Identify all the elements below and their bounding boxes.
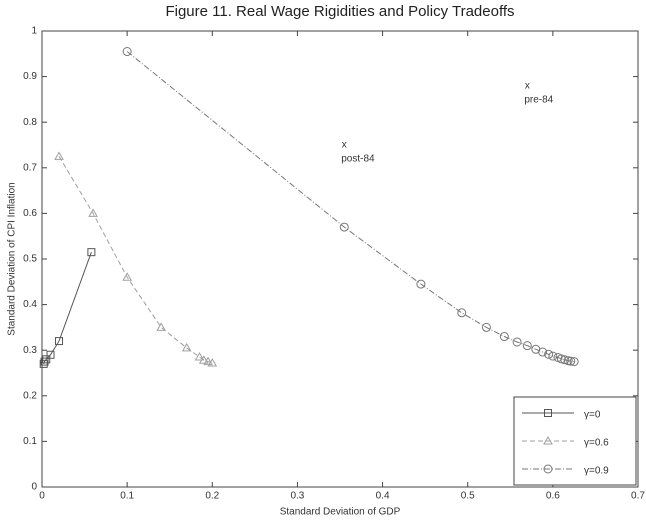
data-point [122, 272, 133, 281]
x-tick-label: 0.5 [461, 491, 475, 502]
data-point [556, 354, 566, 364]
series-line [126, 51, 575, 363]
legend-marker [544, 409, 552, 417]
x-tick-label: 0.6 [546, 491, 560, 502]
data-point [54, 151, 64, 160]
legend-marker [543, 464, 553, 474]
x-axis-label: Standard Deviation of GDP [280, 507, 401, 518]
x-tick-label: 0.1 [120, 491, 134, 502]
data-point [88, 208, 98, 217]
y-tick-label: 0.7 [23, 162, 37, 173]
annotation-label: pre-84 [524, 94, 553, 105]
x-tick-label: 0.3 [290, 491, 304, 502]
data-point [87, 248, 96, 257]
legend-marker [543, 435, 553, 445]
data-point [544, 349, 554, 359]
series-line [58, 156, 213, 364]
data-point [538, 347, 548, 357]
data-point [156, 322, 167, 331]
data-point [42, 355, 51, 364]
y-tick-label: 0.6 [23, 208, 37, 219]
annotation-marker: x [525, 80, 530, 91]
data-point [39, 359, 48, 368]
y-tick-label: 0.8 [23, 117, 37, 128]
data-point [481, 322, 491, 332]
x-tick-label: 0.2 [205, 491, 219, 502]
data-point [569, 357, 579, 367]
data-point [548, 351, 558, 361]
data-point [339, 222, 349, 232]
annotation-marker: x [342, 140, 347, 151]
chart-title: Figure 11. Real Wage Rigidities and Poli… [165, 3, 514, 20]
y-tick-label: 0.9 [23, 71, 37, 82]
series-line [43, 251, 92, 365]
data-point [194, 352, 205, 361]
y-tick-label: 0.5 [23, 254, 37, 265]
legend-label: γ=0 [584, 410, 601, 421]
data-point [207, 357, 218, 367]
data-point [181, 342, 192, 352]
data-point [512, 337, 522, 347]
data-point [416, 279, 426, 289]
y-tick-label: 0.3 [23, 345, 37, 356]
data-point [522, 341, 532, 351]
y-axis-label: Standard Deviation of CPI Inflation [7, 182, 18, 335]
data-point [122, 47, 132, 57]
x-tick-label: 0.7 [631, 491, 645, 502]
annotation-label: post-84 [341, 154, 375, 165]
x-tick-label: 0.4 [376, 491, 390, 502]
data-point [40, 357, 49, 366]
y-tick-label: 0.1 [23, 436, 37, 447]
legend-label: γ=0.6 [584, 438, 609, 449]
y-tick-label: 0.2 [23, 390, 37, 401]
x-tick-label: 0 [39, 491, 45, 502]
data-point [560, 355, 570, 365]
data-point [457, 308, 467, 318]
data-point [566, 356, 576, 366]
data-point [499, 332, 509, 342]
legend-label: γ=0.9 [584, 466, 609, 477]
data-point [203, 356, 213, 366]
data-point [46, 350, 55, 359]
y-tick-label: 0.4 [23, 299, 37, 310]
data-point [198, 355, 209, 364]
data-point [55, 337, 64, 346]
y-tick-label: 1 [31, 26, 37, 37]
y-tick-label: 0 [31, 482, 37, 493]
